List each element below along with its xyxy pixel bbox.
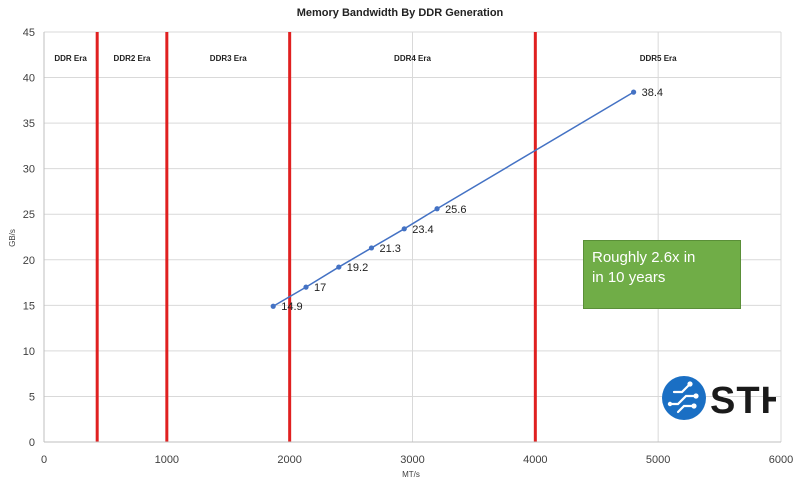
- data-point: [434, 206, 440, 212]
- y-tick-label: 40: [23, 73, 35, 85]
- y-tick-label: 35: [23, 118, 35, 130]
- data-point: [336, 264, 342, 270]
- sth-logo: STH: [662, 376, 776, 422]
- era-label: DDR5 Era: [640, 54, 677, 63]
- data-label: 19.2: [347, 262, 368, 274]
- data-series: 14.9 17 19.2 21.3 23.4 25.6 38.4: [270, 87, 663, 313]
- callout-line-2: in 10 years: [592, 269, 666, 286]
- data-point: [368, 245, 375, 251]
- y-tick-label: 30: [23, 164, 35, 176]
- x-tick-label: 1000: [155, 454, 179, 466]
- y-tick-label: 15: [23, 300, 35, 312]
- data-label: 14.9: [281, 301, 302, 313]
- era-dividers: [95, 32, 537, 442]
- data-point: [631, 89, 637, 95]
- era-labels: DDR Era DDR2 Era DDR3 Era DDR4 Era DDR5 Era: [54, 54, 677, 63]
- x-tick-label: 4000: [523, 454, 547, 466]
- data-point: [401, 226, 407, 232]
- callout-line-1: Roughly 2.6x in: [592, 249, 696, 266]
- y-tick-label: 25: [23, 209, 35, 221]
- x-tick-label: 2000: [277, 454, 301, 466]
- x-tick-label: 3000: [400, 454, 424, 466]
- data-label: 17: [314, 282, 326, 294]
- y-tick-label: 20: [23, 255, 35, 267]
- data-point: [270, 303, 276, 309]
- era-label: DDR3 Era: [210, 54, 247, 63]
- y-axis-title: GB/s: [8, 229, 17, 247]
- x-tick-label: 6000: [769, 454, 793, 466]
- era-label: DDR2 Era: [114, 54, 151, 63]
- data-point: [303, 284, 309, 290]
- era-label: DDR4 Era: [394, 54, 431, 63]
- y-tick-label: 10: [23, 346, 35, 358]
- callout-box: Roughly 2.6x in in 10 years: [583, 240, 741, 309]
- x-tick-label: 0: [41, 454, 47, 466]
- chart-title: Memory Bandwidth By DDR Generation: [297, 7, 504, 19]
- data-label: 25.6: [445, 204, 466, 216]
- data-label: 21.3: [379, 243, 400, 255]
- y-tick-label: 45: [23, 27, 35, 39]
- data-label: 23.4: [412, 224, 433, 236]
- logo-text: STH: [710, 380, 776, 422]
- y-tick-label: 5: [29, 391, 35, 403]
- x-tick-label: 5000: [646, 454, 670, 466]
- era-label: DDR Era: [54, 54, 87, 63]
- series-line: [272, 91, 634, 307]
- x-axis-title: MT/s: [402, 470, 420, 479]
- y-tick-label: 0: [29, 437, 35, 449]
- data-label: 38.4: [642, 87, 663, 99]
- axes: 0 5 10 15 20 25 30 35 40 45 0 1000 2000 3000 4000 5000 6…: [23, 27, 793, 466]
